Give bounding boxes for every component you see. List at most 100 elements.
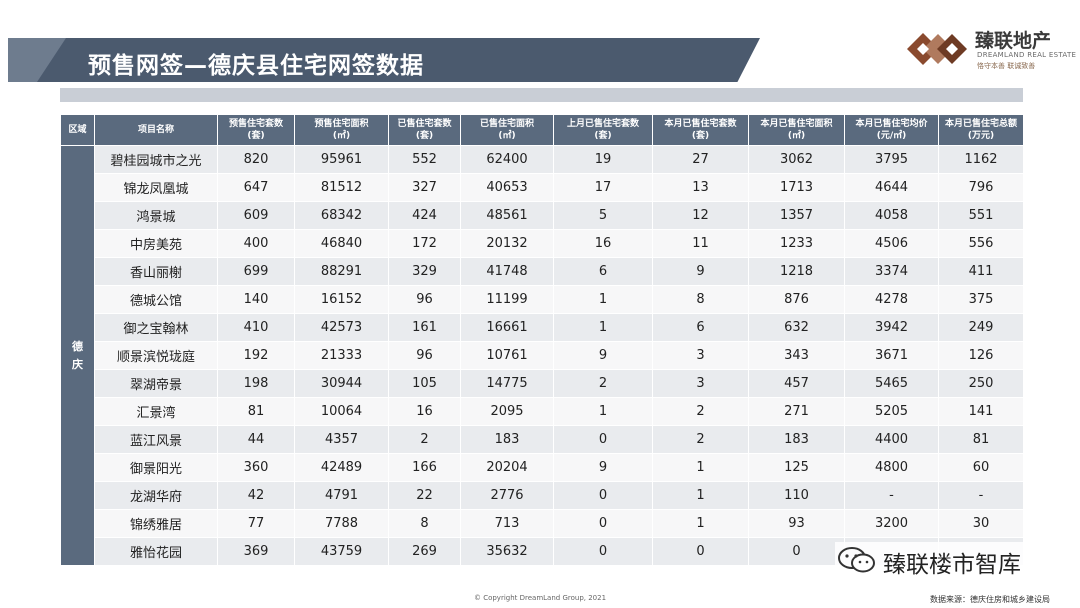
value-cell: 172 [388, 229, 461, 258]
value-cell: 0 [553, 481, 653, 510]
value-cell: 95961 [294, 145, 389, 174]
value-cell: 42573 [294, 313, 389, 342]
value-cell: 4644 [844, 173, 939, 202]
value-cell: 12 [652, 201, 749, 230]
project-name-cell: 鸿景城 [94, 201, 218, 230]
value-cell: 35632 [460, 537, 554, 566]
value-cell: 81 [938, 425, 1024, 454]
table-row: 翠湖帝景 198 30944 105 14775 2 3 457 5465 250 [61, 369, 1024, 398]
copyright-text: © Copyright DreamLand Group, 2021 [473, 594, 607, 602]
project-name-cell: 汇景湾 [94, 397, 218, 426]
company-logo: 臻联地产 DREAMLAND REAL ESTATE 恪守本善 联诚致善 [905, 24, 1077, 74]
value-cell: 713 [460, 509, 554, 538]
project-name-cell: 德城公馆 [94, 285, 218, 314]
value-cell: 4357 [294, 425, 389, 454]
banner-accent [8, 38, 66, 82]
value-cell: 93 [748, 509, 845, 538]
logo-name: 臻联地产 [975, 30, 1052, 52]
value-cell: 699 [217, 257, 295, 286]
value-cell: 552 [388, 145, 461, 174]
value-cell: 1 [553, 397, 653, 426]
value-cell: 424 [388, 201, 461, 230]
value-cell: 81 [217, 397, 295, 426]
value-cell: 343 [748, 341, 845, 370]
value-cell: 5465 [844, 369, 939, 398]
value-cell: 647 [217, 173, 295, 202]
value-cell: 183 [460, 425, 554, 454]
project-name-cell: 蓝江风景 [94, 425, 218, 454]
value-cell: 250 [938, 369, 1024, 398]
value-cell: 609 [217, 201, 295, 230]
value-cell: 410 [217, 313, 295, 342]
table-row: 御之宝翰林 410 42573 161 16661 1 6 632 3942 249 [61, 313, 1024, 342]
table-row: 中房美苑 400 46840 172 20132 16 11 1233 4506 556 [61, 229, 1024, 258]
table-row: 德 庆碧桂园城市之光 820 95961 552 62400 19 27 3062 3795 11… [60, 145, 1024, 566]
value-cell: 9 [553, 453, 653, 482]
value-cell: 77 [217, 509, 295, 538]
value-cell: 105 [388, 369, 461, 398]
value-cell: 5205 [844, 397, 939, 426]
value-cell: 68342 [294, 201, 389, 230]
table-row: 蓝江风景 44 4357 2 183 0 2 183 4400 81 [61, 425, 1024, 454]
value-cell: 20204 [460, 453, 554, 482]
value-cell: 192 [217, 341, 295, 370]
column-header: 本月已售住宅套数 (套) [652, 114, 749, 146]
value-cell: 1713 [748, 173, 845, 202]
value-cell: 30 [938, 509, 1024, 538]
value-cell: 140 [217, 285, 295, 314]
column-header: 预售住宅面积 (㎡) [294, 114, 389, 146]
project-name-cell: 雅怡花园 [94, 537, 218, 566]
value-cell: 551 [938, 201, 1024, 230]
value-cell: 5 [553, 201, 653, 230]
value-cell: 20132 [460, 229, 554, 258]
value-cell: 16152 [294, 285, 389, 314]
value-cell: 3942 [844, 313, 939, 342]
value-cell: 4400 [844, 425, 939, 454]
value-cell: 2 [652, 397, 749, 426]
wechat-icon [838, 547, 875, 573]
value-cell: 1 [553, 313, 653, 342]
value-cell: 11 [652, 229, 749, 258]
value-cell: 820 [217, 145, 295, 174]
value-cell: 1233 [748, 229, 845, 258]
table-row: 御景阳光 360 42489 166 20204 9 1 125 4800 60 [61, 453, 1024, 482]
value-cell: 43759 [294, 537, 389, 566]
table-row: 龙湖华府 42 4791 22 2776 0 1 110- - [61, 481, 1024, 510]
value-cell: 7788 [294, 509, 389, 538]
column-header: 区域 [60, 114, 95, 146]
value-cell: 0 [553, 509, 653, 538]
value-cell: 1357 [748, 201, 845, 230]
project-name-cell: 香山丽榭 [94, 257, 218, 286]
table-row: 德城公馆 140 16152 96 11199 1 8 876 4278 375 [61, 285, 1024, 314]
value-cell: 17 [553, 173, 653, 202]
value-cell: 46840 [294, 229, 389, 258]
logo-mark-icon [907, 33, 967, 65]
data-source-text: 数据来源：德庆住房和城乡建设局 [930, 595, 1050, 604]
value-cell: 4800 [844, 453, 939, 482]
value-cell: 0 [553, 425, 653, 454]
column-header: 上月已售住宅套数 (套) [553, 114, 653, 146]
value-cell: 269 [388, 537, 461, 566]
value-cell: 1 [553, 285, 653, 314]
project-name-cell: 锦龙凤凰城 [94, 173, 218, 202]
value-cell: 0 [553, 537, 653, 566]
project-name-cell: 御之宝翰林 [94, 313, 218, 342]
value-cell: - [844, 481, 939, 510]
value-cell: 2095 [460, 397, 554, 426]
table-header-row: 区域 项目名称 预售住宅套数 (套) 预售住宅面积 (㎡) 已售住宅套数 (套) 已售住宅… [60, 114, 1024, 146]
logo-english: DREAMLAND REAL ESTATE [977, 51, 1077, 59]
value-cell: 30944 [294, 369, 389, 398]
table-row: 鸿景城 609 68342 424 48561 5 12 1357 4058 551 [61, 201, 1024, 230]
value-cell: 1 [652, 481, 749, 510]
value-cell: 2776 [460, 481, 554, 510]
column-header: 本月已售住宅均价 (元/㎡) [844, 114, 939, 146]
value-cell: 3795 [844, 145, 939, 174]
value-cell: 13 [652, 173, 749, 202]
sales-table: 区域 项目名称 预售住宅套数 (套) 预售住宅面积 (㎡) 已售住宅套数 (套) 已售住宅… [60, 114, 1024, 566]
value-cell: 2 [652, 425, 749, 454]
value-cell: 198 [217, 369, 295, 398]
value-cell: 21333 [294, 341, 389, 370]
value-cell: 632 [748, 313, 845, 342]
value-cell: 126 [938, 341, 1024, 370]
project-name-cell: 顺景滨悦珑庭 [94, 341, 218, 370]
